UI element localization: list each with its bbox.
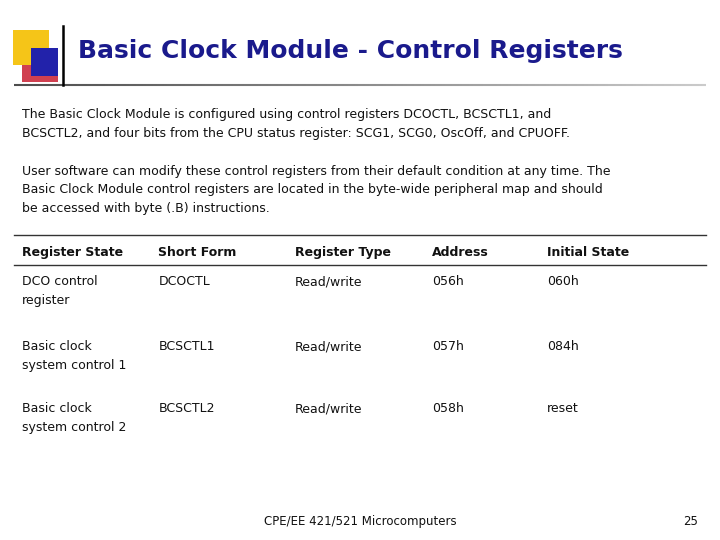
Text: 056h: 056h [432,275,464,288]
Text: BCSCTL1: BCSCTL1 [158,340,215,353]
Text: Basic clock
system control 1: Basic clock system control 1 [22,340,126,372]
Text: DCO control
register: DCO control register [22,275,97,307]
Text: BCSCTL2: BCSCTL2 [158,402,215,415]
Text: User software can modify these control registers from their default condition at: User software can modify these control r… [22,165,610,215]
Text: 25: 25 [683,515,698,528]
Text: 060h: 060h [547,275,579,288]
Text: Register State: Register State [22,246,122,259]
Text: Read/write: Read/write [295,340,363,353]
Text: 084h: 084h [547,340,579,353]
Text: 058h: 058h [432,402,464,415]
Text: Read/write: Read/write [295,402,363,415]
Text: Short Form: Short Form [158,246,237,259]
Text: The Basic Clock Module is configured using control registers DCOCTL, BCSCTL1, an: The Basic Clock Module is configured usi… [22,108,570,139]
Text: 057h: 057h [432,340,464,353]
Text: CPE/EE 421/521 Microcomputers: CPE/EE 421/521 Microcomputers [264,515,456,528]
Text: Basic Clock Module - Control Registers: Basic Clock Module - Control Registers [78,39,623,63]
Text: Address: Address [432,246,489,259]
Bar [22,51,58,82]
Text: Register Type: Register Type [295,246,391,259]
Text: Basic clock
system control 2: Basic clock system control 2 [22,402,126,434]
Text: Read/write: Read/write [295,275,363,288]
Text: Initial State: Initial State [547,246,629,259]
Text: DCOCTL: DCOCTL [158,275,210,288]
Text: reset: reset [547,402,579,415]
Bar [31,48,58,76]
Bar [13,30,49,65]
